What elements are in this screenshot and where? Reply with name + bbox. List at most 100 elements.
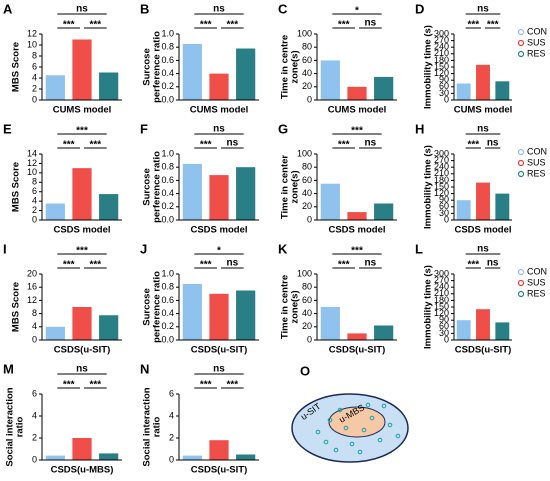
legend-marker [517,290,525,298]
significance-label: *** [226,380,238,391]
y-tick-label: 40 [302,188,312,198]
bar [320,60,340,100]
y-tick-label: 0 [32,334,37,344]
bar [495,193,510,220]
y-tick-label: 0.4 [161,188,174,198]
y-axis-label: Surcose [142,168,153,206]
y-tick-label: 150 [434,301,449,311]
significance-label: *** [338,20,350,31]
legend-marker [517,50,525,58]
bar [182,455,202,460]
y-tick-label: 2 [32,205,37,215]
bar [236,454,256,460]
y-tick-label: 20 [302,81,312,91]
y-tick-label: 4 [169,410,174,420]
y-tick-label: 270 [434,35,449,45]
y-tick-label: 150 [434,181,449,191]
bar [182,43,202,100]
x-axis-label: CSDS(u-SIT) [455,345,511,356]
significance-label: *** [351,126,363,137]
significance-label: ns [226,138,238,149]
x-axis-label: CUMS model [190,105,249,116]
y-tick-label: 4 [32,321,37,331]
significance-label: ns [477,124,489,135]
panel-letter: I [3,241,7,256]
legend-marker [517,148,525,156]
x-axis-label: CSDS(u-SIT) [191,465,247,476]
significance-label: ns [213,4,225,15]
dots [315,402,401,455]
bar [347,212,367,220]
y-tick-label: 0.6 [161,295,174,305]
y-tick-label: 0.4 [161,308,174,318]
y-tick-label: 0.6 [161,175,174,185]
panel: G Time in center zone(s) 0 20 40 60 80 100 CSDS m… [278,121,397,236]
bar [45,455,65,460]
x-axis-label: CUMS model [328,105,387,116]
y-tick-label: 12 [27,295,37,305]
y-tick-label: 80 [302,282,312,292]
legend-marker [517,279,525,287]
y-tick-label: 0.8 [161,162,174,172]
significance-label: *** [200,260,212,271]
significance-label: *** [63,260,75,271]
bar [456,320,471,340]
bar [72,168,92,220]
bar [320,307,340,340]
y-tick-label: 90 [439,195,449,205]
y-tick-label: 40 [302,308,312,318]
bar [347,333,367,340]
y-tick-label: 300 [434,148,449,158]
significance-label: *** [226,20,238,31]
y-tick-label: 120 [434,68,449,78]
y-axis-label: Time in center [280,155,291,220]
bar [99,194,119,220]
y-tick-label: 12 [27,158,37,168]
bar [476,182,490,220]
bar [99,72,119,100]
y-tick-label: 0 [444,94,449,104]
x-axis-label: CSDS(u-MBS) [51,465,114,476]
panel-letter: L [415,241,423,256]
bar [72,438,92,460]
y-tick-label: 0 [32,94,37,104]
y-tick-label: 0.2 [161,321,174,331]
y-tick-label: 0.0 [161,334,174,344]
significance-label: *** [76,246,88,257]
y-tick-label: 0 [307,94,312,104]
legend-label: RES [527,288,546,298]
y-tick-label: 0 [32,454,37,464]
x-axis-label: CUMS model [454,105,513,116]
legend-label: SUS [527,157,546,167]
significance-label: *** [63,140,75,151]
significance-label: ns [76,364,88,375]
y-tick-label: 60 [302,55,312,65]
y-tick-label: 16 [27,282,37,292]
y-tick-label: 80 [302,42,312,52]
y-tick-label: 0.8 [161,282,174,292]
bar [456,200,471,220]
legend-label: RES [527,168,546,178]
panel-letter: G [278,121,288,136]
legend-label: RES [527,48,546,58]
y-axis-label: perference ratio [152,151,163,223]
y-tick-label: 8 [32,308,37,318]
y-axis-label: Surcose [142,48,153,86]
y-tick-label: 4 [32,196,37,206]
bar [495,81,510,100]
legend-marker [517,28,525,36]
significance-label: *** [338,140,350,151]
bar [236,290,256,340]
y-tick-label: 180 [434,175,449,185]
y-tick-label: 0.0 [161,214,174,224]
y-tick-label: 14 [27,148,37,158]
y-tick-label: 270 [434,275,449,285]
panel: M Social interaction ratio 0 2 4 6 CSDS(u-MBS) *… [3,361,122,476]
y-tick-label: 120 [434,308,449,318]
y-axis-label: Immobility time (s) [423,145,434,229]
y-tick-label: 40 [302,68,312,78]
bar [182,283,202,340]
